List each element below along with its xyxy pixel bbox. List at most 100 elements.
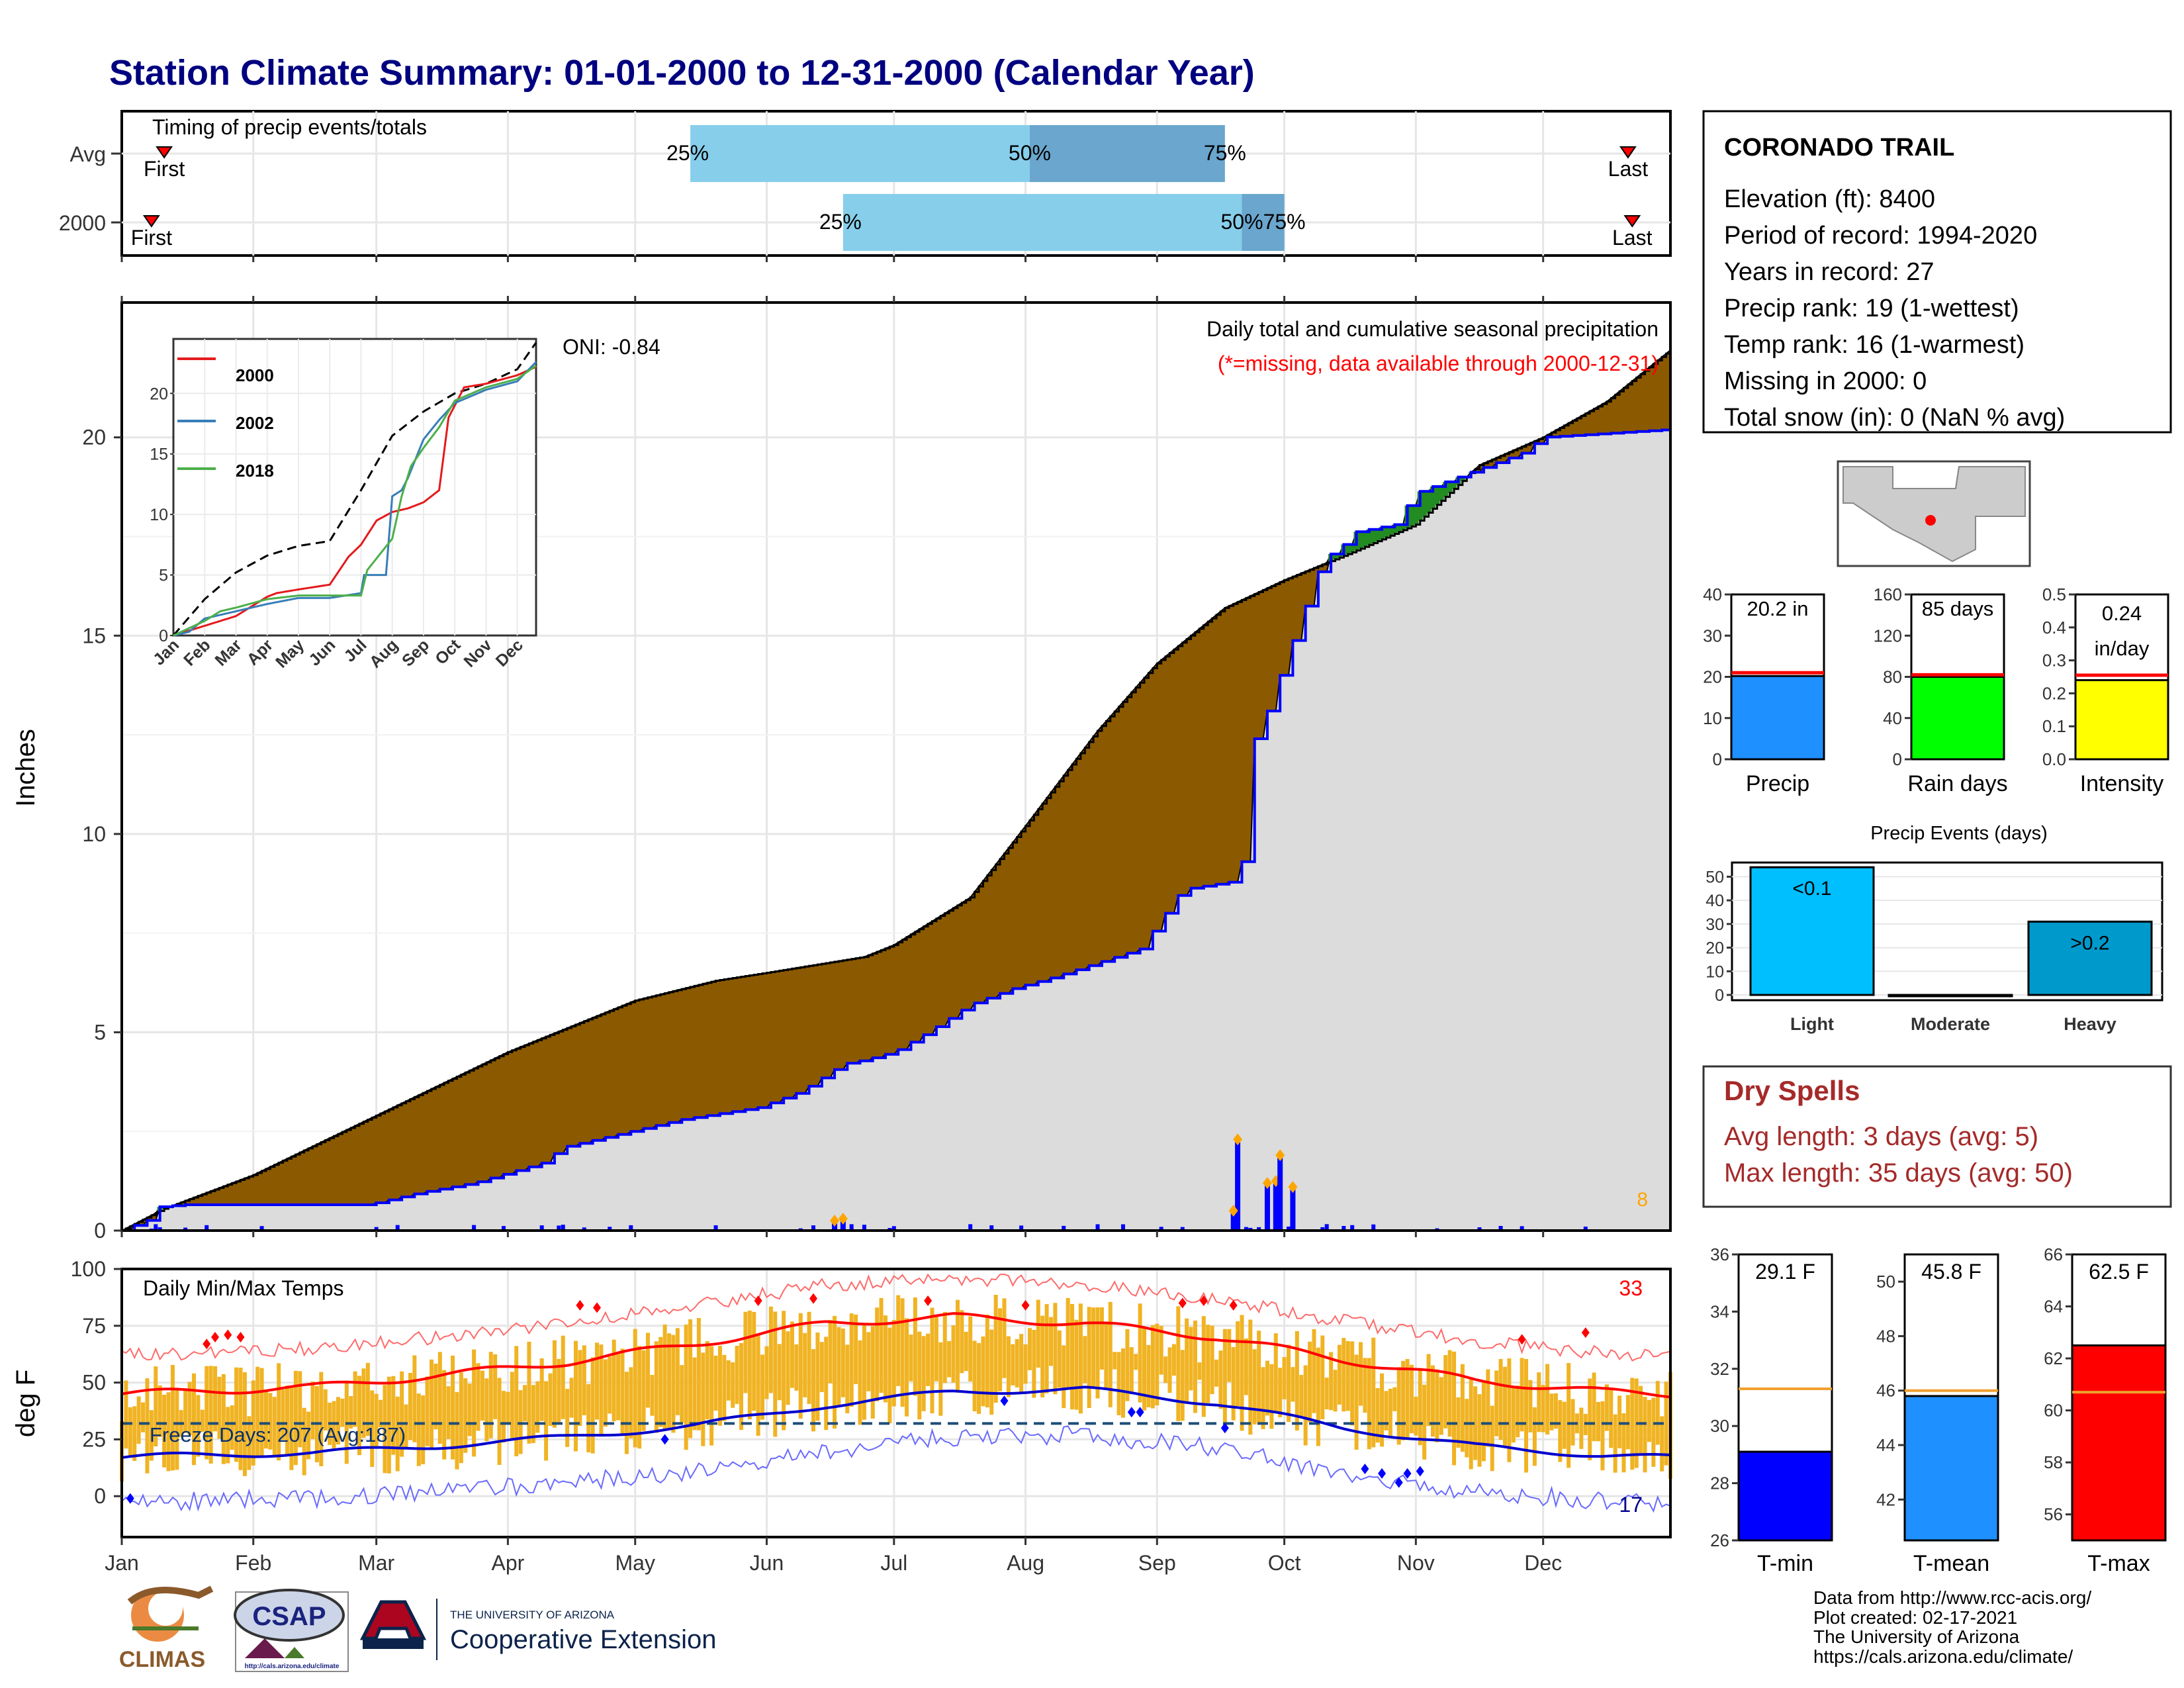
timing-p50-label: 50% [1009,141,1051,165]
daily-precip-bar [1159,1227,1163,1231]
summary-bar-label: Rain days [1907,771,2007,796]
record-low-marker [1361,1464,1369,1475]
daily-precip-bar [1277,1155,1283,1231]
summary-ytick-label: 0.1 [2042,716,2066,736]
temp-ytick-label: 62 [2044,1348,2063,1368]
timing-row-label-avg: Avg [69,142,106,166]
temp-ytick-label: 34 [1710,1301,1729,1321]
summary-bar-value: 20.2 in [1747,597,1808,620]
temp-ytick-label: 50 [1876,1272,1895,1291]
precip-ytick-label: 10 [82,822,106,846]
daily-precip-bar [811,1225,815,1231]
daily-precip-bar [1235,1139,1241,1231]
summary-bar-value: 0.24 [2102,602,2142,625]
record-high-marker [203,1338,211,1350]
month-label: Jun [750,1551,784,1575]
precip-count-label: 8 [1637,1189,1648,1211]
month-label: Jan [105,1551,139,1575]
precip-ytick-label: 0 [94,1219,106,1243]
record-low-marker [1403,1468,1412,1479]
cumulative-2000-line [122,428,1670,1232]
record-high-marker [1581,1327,1590,1338]
first-event-label: First [131,226,172,250]
credit-line: Plot created: 02-17-2021 [1813,1607,2017,1628]
events-category-label: Moderate [1911,1014,1990,1034]
precip-ytick-label: 15 [82,624,106,647]
station-line: Total snow (in): 0 (NaN % avg) [1724,404,2065,432]
temp-ytick-label: 56 [2044,1505,2063,1524]
temp-ytick-label: 32 [1710,1359,1729,1379]
precip-ytick-label: 5 [94,1020,106,1044]
summary-ytick-label: 160 [1874,585,1902,604]
timing-p25-label: 25% [819,210,862,234]
inset-avg-line [172,342,537,636]
daily-precip-bar [1244,1227,1248,1231]
record-high-marker [576,1299,584,1311]
temp-ytick-label: 28 [1710,1474,1729,1493]
record-high-marker [754,1295,762,1307]
daily-precip-bar [1287,1226,1291,1231]
month-label: Sep [1138,1551,1176,1575]
inset-legend-2000: 2000 [236,365,274,385]
inset-series-line-2002 [173,361,537,637]
temp-ytick-label: 50 [82,1371,106,1395]
daily-precip-bar [968,1224,973,1231]
daily-precip-bar [1371,1224,1376,1231]
daily-precip-bar [1273,1181,1279,1231]
inset-ytick-label: 20 [150,385,168,403]
daily-precip-bar [1095,1224,1100,1231]
record-low-marker [1127,1407,1136,1418]
summary-bar-0 [1730,675,1825,761]
temp-ytick-label: 26 [1710,1530,1729,1550]
temp-ytick-label: 30 [1710,1416,1729,1436]
dry-spells-avg: Avg length: 3 days (avg: 5) [1724,1122,2038,1151]
daily-precip-bar [1257,1227,1261,1231]
inset-ytick-label: 0 [159,627,168,645]
daily-precip-bar [1290,1187,1296,1231]
temp-ytick-label: 44 [1876,1435,1895,1455]
daily-precip-bar [1477,1227,1482,1231]
daily-precip-bar [1320,1227,1325,1231]
daily-precip-bar [1062,1225,1066,1231]
temp-bar-0 [1737,1450,1833,1542]
temp-ytick-label: 46 [1876,1381,1895,1401]
precip-title: Daily total and cumulative seasonal prec… [1206,317,1659,341]
temp-title: Daily Min/Max Temps [143,1276,343,1300]
temp-ytick-label: 75 [82,1314,106,1338]
heavy-precip-marker [1262,1177,1272,1190]
daily-precip-bar [1350,1225,1355,1231]
events-category-label: Light [1790,1014,1834,1034]
daily-precip-bar [862,1225,866,1231]
events-ytick-label: 0 [1715,986,1724,1005]
summary-bar-label: Intensity [2080,771,2164,796]
daily-precip-bar [1342,1225,1346,1231]
timing-row-label-year: 2000 [59,211,106,235]
record-low-marker [1220,1423,1229,1434]
summary-bar-value: 85 days [1922,597,1994,620]
precip-events-panel: Precip Events (days) <0.1 Light Moderate >0… [1706,823,2163,1034]
ua-logo: THE UNIVERSITY OF ARIZONA Cooperative Ex… [359,1599,716,1660]
credit-line: https://cals.arizona.edu/climate/ [1813,1646,2073,1667]
daily-precip-bar [1324,1224,1329,1231]
timing-p50-label: 50% [1220,210,1263,234]
timing-iqr-lower [690,125,1030,182]
daily-precip-bar [501,1226,506,1231]
temp-panel: 0 25 50 75 100 Daily Min/Max Temps Freeze Da… [11,1257,1672,1575]
timing-p75-label: 75% [1263,210,1306,234]
daily-precip-bar [183,1227,188,1231]
events-bar-label: <0.1 [1792,878,1831,900]
summary-ytick-label: 0 [1713,749,1722,769]
daily-precip-bar [472,1225,477,1231]
daily-precip-bar [989,1225,994,1231]
inset-legend-2018: 2018 [236,461,274,481]
events-ytick-label: 10 [1706,962,1724,981]
first-event-marker [156,146,173,159]
daily-precip-bar [561,1225,565,1231]
record-low-marker [1416,1466,1424,1477]
last-event-marker [1623,215,1641,228]
summary-bar-value-unit: in/day [2095,637,2150,660]
station-info-box: CORONADO TRAIL Elevation (ft): 8400 Peri… [1702,110,2172,434]
inset-series-line-2000 [173,365,537,637]
summary-ytick-label: 0.3 [2042,651,2066,671]
temp-ytick-label: 0 [94,1484,106,1508]
